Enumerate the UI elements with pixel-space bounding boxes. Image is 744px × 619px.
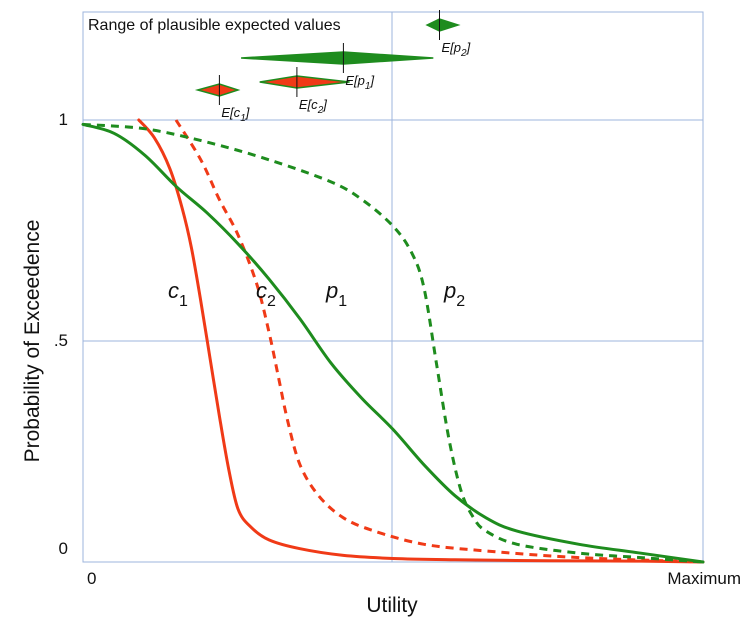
curve-c1	[137, 118, 705, 564]
x-tick-label: Maximum	[667, 569, 741, 588]
curves	[81, 118, 705, 564]
y-tick-label: 0	[59, 539, 68, 558]
expected-value-subscript: 1	[365, 81, 371, 92]
range-diamond	[194, 83, 241, 97]
curve-label-subscript: 1	[338, 293, 347, 310]
expected-value-subscript: 2	[317, 105, 324, 116]
curve-labels: c1 c2 p1 p2	[168, 278, 465, 310]
range-diamond	[425, 18, 461, 32]
range-diamond	[259, 75, 350, 89]
curve-label-subscript: 1	[179, 293, 188, 310]
expected-value-bracket: ]	[465, 40, 471, 55]
range-label: Range of plausible expected values	[88, 17, 341, 34]
plot-frame	[82, 11, 704, 563]
y-tick-label: 1	[59, 110, 68, 129]
range-E[c1]: E[c1]	[194, 75, 250, 124]
y-axis-title: Probability of Exceedence	[21, 220, 44, 463]
grid	[82, 11, 704, 563]
expected-value-bracket: ]	[321, 97, 327, 112]
x-tick-label: 0	[87, 569, 96, 588]
curve-p2	[82, 122, 704, 564]
expected-value-bracket: ]	[244, 105, 250, 120]
expected-value-subscript: 2	[460, 48, 467, 59]
range-diamond	[241, 51, 434, 65]
expected-value-subscript: 1	[240, 113, 246, 124]
curve-p1	[81, 122, 705, 564]
curve-label-subscript: 2	[267, 293, 276, 310]
y-tick-label: .5	[54, 331, 68, 350]
expected-value-bracket: ]	[368, 73, 374, 88]
axis-ticks: 0 .5 1 0 Maximum	[54, 110, 741, 588]
curve-label-subscript: 2	[456, 293, 465, 310]
curve-c2	[174, 119, 704, 564]
x-axis-title: Utility	[366, 594, 418, 617]
